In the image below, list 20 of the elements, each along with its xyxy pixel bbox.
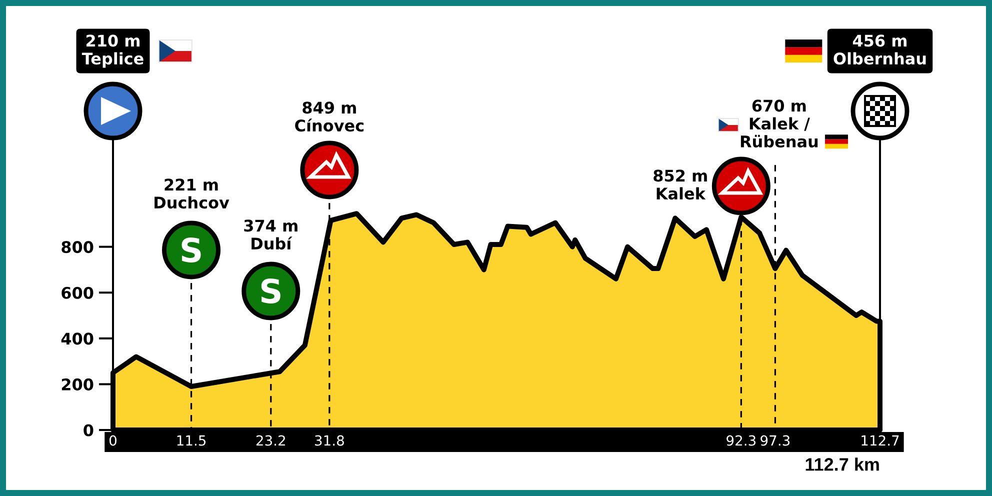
x-tick-label: 11.5 <box>177 435 206 446</box>
ref-line-label: 849 m Cínovec <box>295 102 364 132</box>
ref-line-label: 852 m Kalek <box>654 170 707 200</box>
x-tick-label: 31.8 <box>315 435 344 446</box>
y-tick-label: 600 <box>62 286 94 299</box>
x-tick-label: 97.3 <box>760 435 790 446</box>
ref-line-label: 374 m Dubí <box>244 220 298 250</box>
ref-line-label: 456 m Olbernhau <box>834 34 926 65</box>
x-tick-label: 0 <box>109 435 116 446</box>
y-tick-label: 400 <box>61 332 94 345</box>
ref-line-label: 221 m Duchcov <box>154 178 230 209</box>
text: 112.7 km <box>806 458 879 471</box>
y-tick-label: 200 <box>62 378 94 390</box>
x-tick-label: 92.3 <box>726 435 756 446</box>
y-tick-label: 800 <box>62 241 94 254</box>
ref-line-label: 670 m Kalek / Rübenau <box>740 100 818 148</box>
x-tick-label: 23.2 <box>256 435 285 446</box>
y-tick-label: 0 <box>84 424 94 436</box>
x-tick-label: 112.7 <box>862 435 899 446</box>
text: 210 m Teplice <box>82 34 144 68</box>
